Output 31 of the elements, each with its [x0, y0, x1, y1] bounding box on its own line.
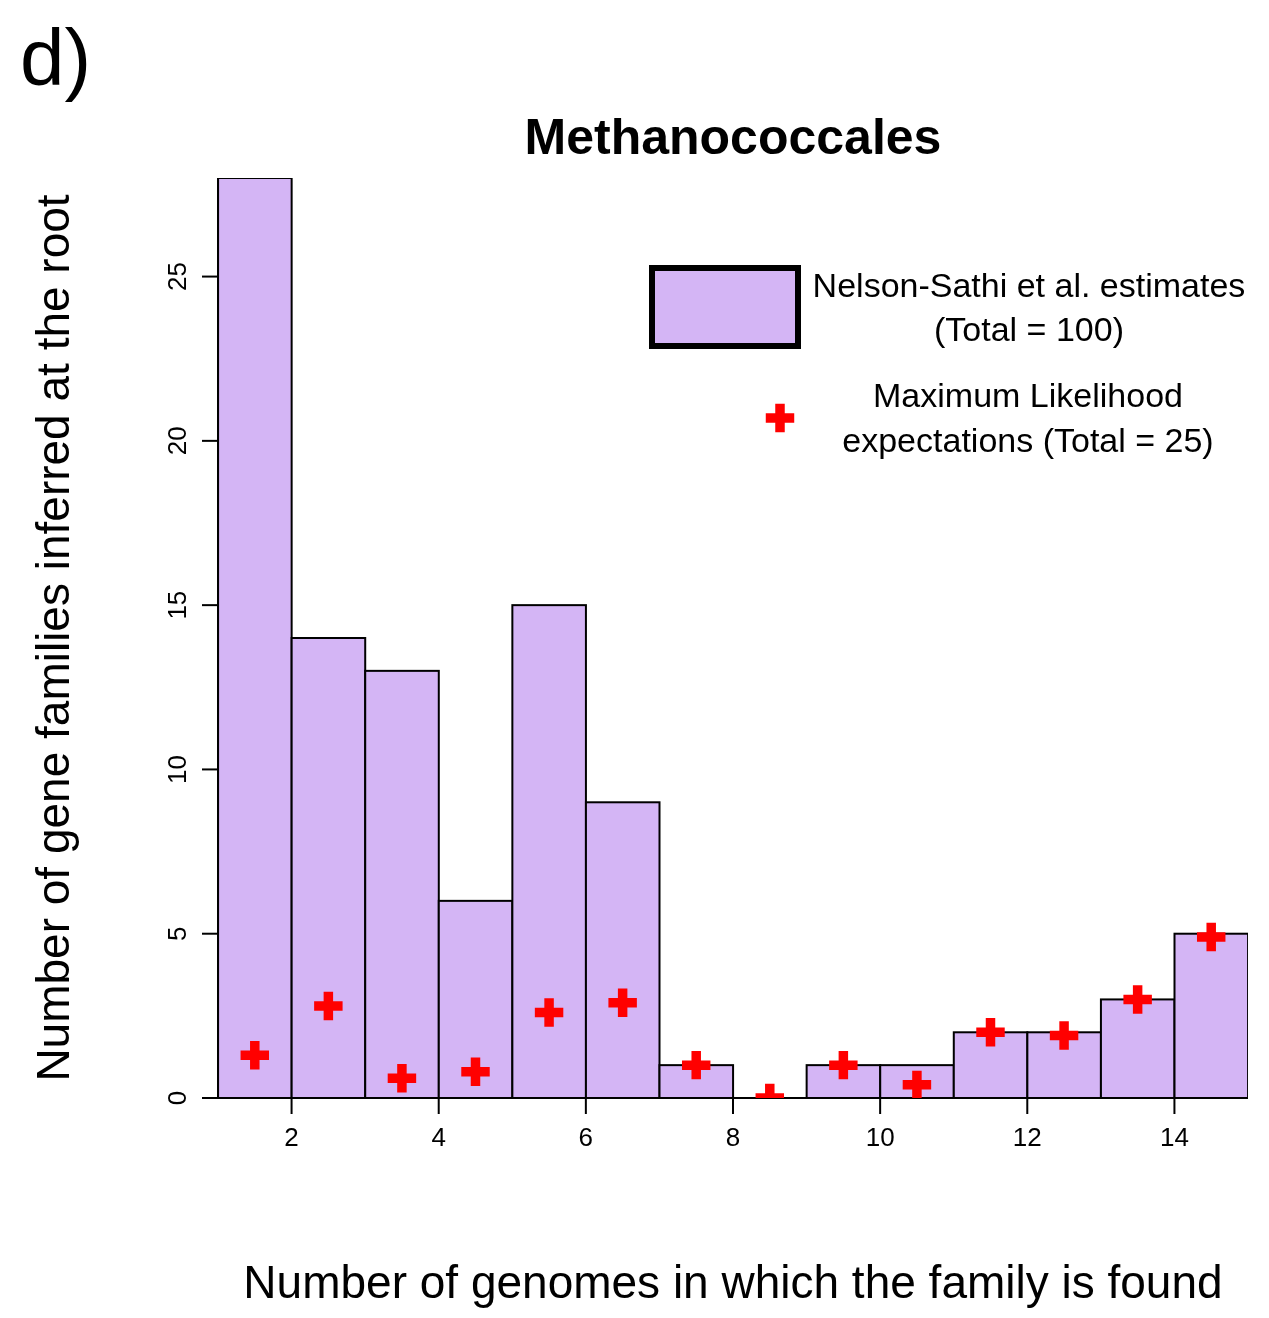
x-tick-label: 2 — [284, 1122, 299, 1152]
y-tick-label: 20 — [162, 426, 192, 456]
point — [1123, 985, 1152, 1014]
x-tick-label: 4 — [431, 1122, 446, 1152]
text: d) — [20, 13, 92, 102]
point — [1049, 1021, 1079, 1050]
point — [1196, 922, 1226, 952]
x-tick-label: 8 — [725, 1122, 741, 1152]
point — [829, 1050, 858, 1080]
point — [976, 1018, 1005, 1047]
point — [534, 998, 564, 1027]
x-tick-label: 12 — [1012, 1122, 1042, 1152]
point — [608, 988, 637, 1017]
point — [461, 1057, 490, 1086]
y-tick-label: 10 — [162, 754, 192, 784]
point — [314, 991, 343, 1021]
point — [240, 1041, 270, 1070]
point — [681, 1050, 711, 1080]
y-tick-label: 5 — [162, 926, 192, 941]
y-tick-label: 0 — [162, 1090, 192, 1106]
y-tick-label: 25 — [162, 262, 192, 292]
x-tick-label: 14 — [1159, 1122, 1189, 1152]
chart-title: Methanococcales — [523, 108, 943, 166]
x-axis-title: Number of genomes in which the family is found — [243, 1256, 1223, 1308]
x-tick-label: 10 — [865, 1122, 895, 1152]
legend-label: Nelson-Sathi et al. estimates (Total = 100) — [811, 265, 1247, 351]
y-tick-label: 15 — [162, 590, 192, 620]
legend-label: Maximum Likelihood expectations (Total = 25) — [841, 375, 1215, 461]
y-axis-title: Number of gene families inferred at the root — [27, 194, 80, 1082]
x-tick-label: 6 — [578, 1122, 594, 1152]
point — [387, 1064, 417, 1093]
